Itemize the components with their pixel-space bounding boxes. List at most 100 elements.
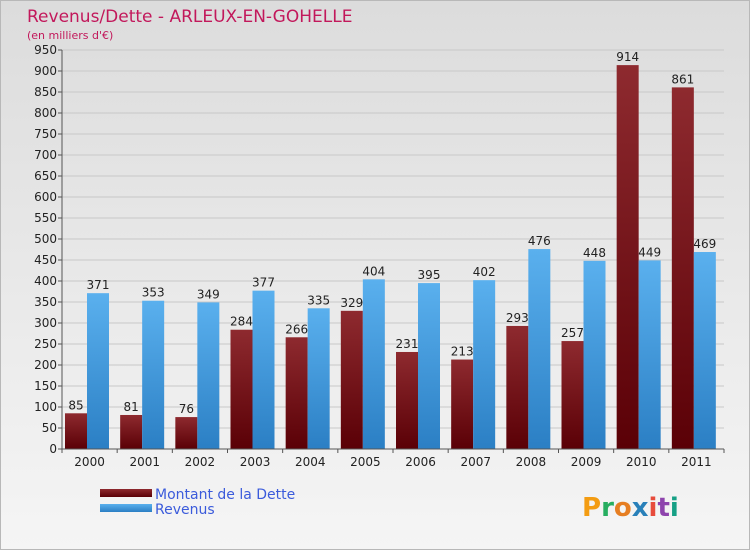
y-tick-label: 850 [34, 85, 57, 99]
legend-label-revenus: Revenus [155, 502, 215, 518]
data-label-revenus-2002: 349 [197, 287, 220, 301]
legend-label-debt: Montant de la Dette [155, 487, 295, 503]
legend: Montant de la Dette Revenus [100, 487, 295, 518]
y-tick-label: 750 [34, 127, 57, 141]
chart-title: Revenus/Dette - ARLEUX-EN-GOHELLE [27, 7, 352, 27]
logo-letter: i [649, 493, 658, 523]
x-tick-label: 2003 [240, 455, 271, 469]
bar-revenus-2006 [418, 283, 440, 449]
data-label-debt-2008: 293 [506, 311, 529, 325]
y-axis-ticks: 0 50 100 150 200 250 300 350 400 450 500 550 600 650 7… [34, 43, 62, 456]
data-labels: 85 371 81 353 76 349 284 377 266 335 329 404 231 395 2… [68, 50, 716, 416]
bar-revenus-2009 [583, 260, 606, 449]
data-label-debt-2005: 329 [340, 296, 363, 310]
bar-debt-2004 [285, 337, 308, 449]
y-tick-label: 900 [34, 64, 57, 78]
data-label-debt-2009: 257 [561, 326, 584, 340]
data-label-debt-2004: 266 [285, 322, 308, 336]
x-tick-label: 2011 [681, 455, 712, 469]
bar-debt-2008 [506, 325, 529, 449]
bar-revenus-2002 [197, 302, 220, 449]
bar-revenus-2001 [142, 300, 165, 449]
data-label-revenus-2000: 371 [87, 278, 110, 292]
x-tick-label: 2009 [571, 455, 602, 469]
data-label-revenus-2007: 402 [473, 265, 496, 279]
y-tick-label: 550 [34, 211, 57, 225]
bar-revenus-2008 [528, 249, 551, 449]
y-tick-label: 100 [34, 400, 57, 414]
data-label-revenus-2008: 476 [528, 234, 551, 248]
y-tick-label: 350 [34, 295, 57, 309]
bars [65, 65, 716, 450]
data-label-debt-2003: 284 [230, 315, 253, 329]
bar-revenus-2011 [693, 252, 716, 449]
x-tick-label: 2002 [185, 455, 216, 469]
bar-debt-2001 [120, 414, 143, 449]
bar-revenus-2004 [307, 308, 330, 449]
data-label-revenus-2006: 395 [418, 268, 441, 282]
x-tick-label: 2000 [74, 455, 105, 469]
y-tick-label: 300 [34, 316, 57, 330]
data-label-debt-2002: 76 [179, 402, 194, 416]
bar-debt-2000 [65, 413, 87, 449]
bar-debt-2011 [671, 87, 694, 449]
x-tick-label: 2001 [129, 455, 160, 469]
bar-revenus-2005 [362, 279, 385, 449]
y-tick-label: 700 [34, 148, 57, 162]
bar-debt-2002 [175, 417, 198, 449]
bar-revenus-2007 [473, 280, 496, 449]
logo-letter: P [582, 493, 601, 523]
bar-revenus-2000 [87, 293, 109, 449]
y-tick-label: 950 [34, 43, 57, 57]
y-tick-label: 400 [34, 274, 57, 288]
y-tick-label: 650 [34, 169, 57, 183]
data-label-debt-2007: 213 [451, 345, 474, 359]
y-tick-label: 150 [34, 379, 57, 393]
x-tick-label: 2006 [405, 455, 436, 469]
x-tick-label: 2005 [350, 455, 381, 469]
legend-swatch-debt [100, 489, 152, 497]
x-tick-label: 2004 [295, 455, 326, 469]
data-label-debt-2011: 861 [671, 72, 694, 86]
y-tick-label: 800 [34, 106, 57, 120]
bar-debt-2006 [396, 351, 418, 449]
data-label-revenus-2004: 335 [307, 293, 330, 307]
logo-letter: x [632, 493, 649, 523]
logo-letter: o [614, 493, 632, 523]
data-label-debt-2006: 231 [396, 337, 419, 351]
x-tick-label: 2008 [516, 455, 547, 469]
data-label-revenus-2003: 377 [252, 276, 275, 290]
legend-swatch-revenus [100, 504, 152, 512]
data-label-debt-2000: 85 [68, 398, 83, 412]
data-label-revenus-2009: 448 [583, 246, 606, 260]
x-tick-label: 2010 [626, 455, 657, 469]
gridlines [62, 49, 724, 429]
data-label-revenus-2011: 469 [693, 237, 716, 251]
y-tick-label: 200 [34, 358, 57, 372]
data-label-revenus-2005: 404 [362, 264, 385, 278]
y-tick-label: 0 [49, 442, 57, 456]
bar-debt-2007 [451, 359, 474, 449]
y-tick-label: 500 [34, 232, 57, 246]
bar-debt-2009 [561, 341, 584, 449]
bar-debt-2003 [230, 329, 253, 449]
bar-revenus-2003 [252, 290, 275, 449]
y-tick-label: 600 [34, 190, 57, 204]
bar-revenus-2010 [638, 260, 661, 449]
proxiti-logo: Proxiti [582, 493, 679, 523]
logo-letter: i [670, 493, 679, 523]
bar-debt-2010 [616, 65, 639, 450]
data-label-revenus-2010: 449 [638, 245, 661, 259]
data-label-revenus-2001: 353 [142, 286, 165, 300]
y-tick-label: 450 [34, 253, 57, 267]
x-axis-ticks: 2000 2001 2002 2003 2004 2005 2006 2007 2008 2009… [61, 449, 725, 469]
y-tick-label: 50 [42, 421, 57, 435]
x-tick-label: 2007 [460, 455, 491, 469]
data-label-debt-2010: 914 [616, 50, 639, 64]
y-tick-label: 250 [34, 337, 57, 351]
logo-letter: r [601, 493, 614, 523]
chart-subtitle: (en milliers d'€) [27, 29, 113, 42]
logo-letter: t [657, 493, 669, 523]
data-label-debt-2001: 81 [124, 400, 139, 414]
